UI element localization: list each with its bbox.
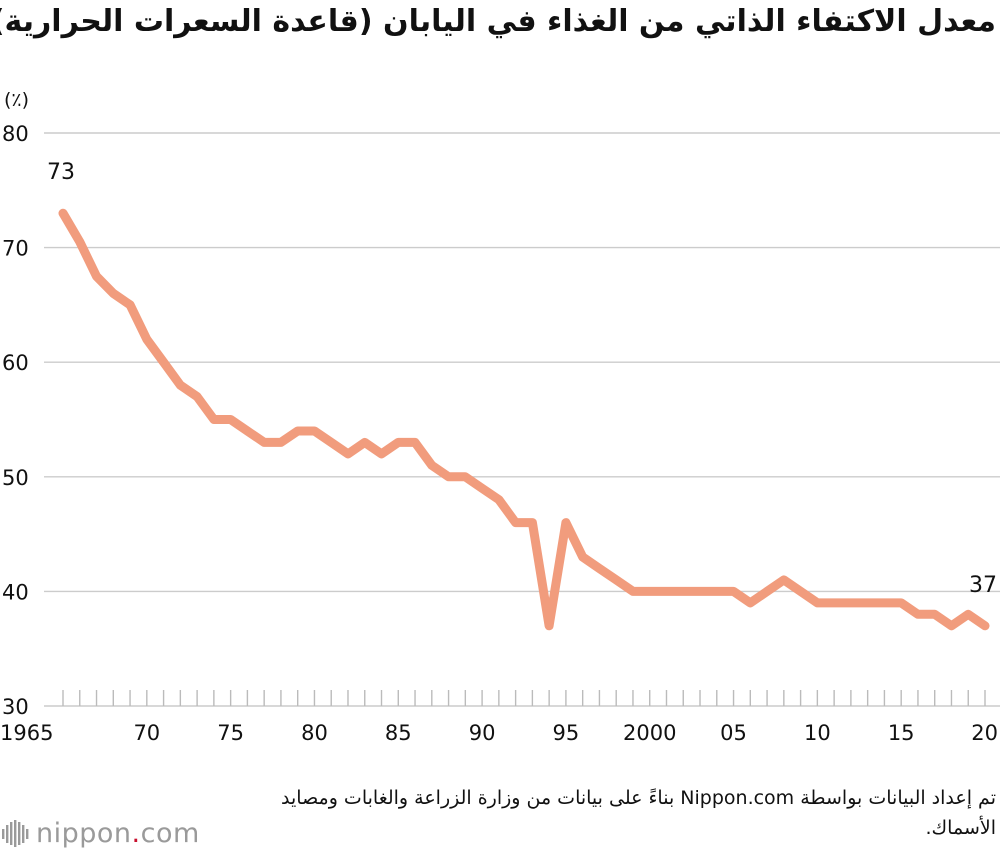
x-axis: 1965 70 75 80 85 90 95 2000 05 10 15 20	[0, 690, 1000, 745]
x-tick-label: 20	[971, 721, 998, 745]
data-label: 73	[47, 160, 75, 185]
x-tick-label: 95	[553, 721, 580, 745]
series-line-self-sufficiency	[58, 208, 990, 631]
nippon-logo-icon	[2, 820, 29, 847]
y-axis-unit-label: (٪)	[4, 89, 29, 111]
y-tick-label: 50	[2, 466, 29, 490]
x-tick-label: 2000	[623, 721, 676, 745]
x-tick-label: 85	[385, 721, 412, 745]
y-tick-label: 60	[2, 351, 29, 375]
logo-wordmark: nippon.com	[36, 818, 200, 849]
y-tick-label: 70	[2, 237, 29, 261]
x-tick-label: 90	[469, 721, 496, 745]
nippon-logo: nippon.com	[0, 816, 200, 850]
grid-layer	[44, 132, 1000, 593]
x-tick-label: 80	[301, 721, 328, 745]
x-tick-label: 75	[217, 721, 244, 745]
x-tick-label: 70	[133, 721, 160, 745]
y-tick-label: 80	[2, 122, 29, 146]
series-layer	[58, 208, 990, 631]
source-note: تم إعداد البيانات بواسطة Nippon.com بناء…	[281, 787, 996, 839]
logo-suffix: com	[140, 817, 200, 849]
x-tick-label: 1965	[0, 721, 53, 745]
x-tick-label: 10	[804, 721, 831, 745]
y-tick-labels: 30 40 50 60 70 80	[2, 122, 29, 719]
data-label: 37	[969, 573, 997, 598]
x-tick-label: 15	[888, 721, 915, 745]
logo-dot: .	[131, 817, 141, 849]
x-tick-label: 05	[720, 721, 747, 745]
y-tick-label: 30	[2, 695, 29, 719]
logo-name: nippon	[36, 817, 132, 849]
annotation-layer: 73 37	[47, 160, 997, 598]
chart-title: معدل الاكتفاء الذاتي من الغذاء في اليابا…	[0, 4, 996, 39]
y-tick-label: 40	[2, 580, 29, 604]
